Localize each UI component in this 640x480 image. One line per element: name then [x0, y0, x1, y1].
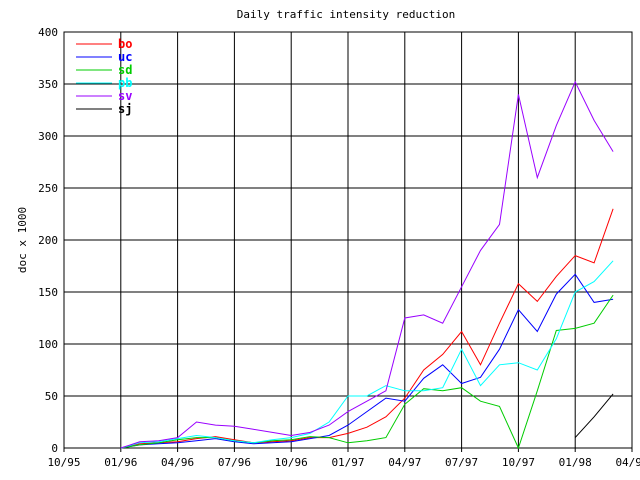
grid: [63, 31, 633, 452]
series-line-pb: [120, 260, 614, 449]
x-tick-label: 01/98: [559, 456, 592, 469]
y-tick-label: 50: [45, 390, 58, 403]
y-tick-label: 200: [38, 234, 58, 247]
chart-title: Daily traffic intensity reduction: [237, 8, 456, 21]
x-tick-label: 10/96: [275, 456, 308, 469]
legend-label-bo: bo: [118, 37, 132, 51]
x-tick-label: 10/95: [47, 456, 80, 469]
plot-frame: [63, 31, 633, 449]
y-tick-label: 400: [38, 26, 58, 39]
y-tick-label: 100: [38, 338, 58, 351]
legend-label-sd: sd: [118, 63, 132, 77]
legend-label-sv: sv: [118, 89, 132, 103]
series-line-sv: [120, 80, 614, 449]
y-axis-label: doc x 1000: [16, 207, 29, 273]
x-tick-label: 01/96: [104, 456, 137, 469]
series-layer: [120, 80, 614, 450]
y-tick-label: 150: [38, 286, 58, 299]
legend-label-uc: uc: [118, 50, 132, 64]
y-tick-label: 250: [38, 182, 58, 195]
y-tick-labels: 0 50 100 150 200 250 300 350 400: [38, 26, 58, 455]
x-tick-label: 10/97: [502, 456, 535, 469]
y-tick-label: 300: [38, 130, 58, 143]
legend-label-sj: sj: [118, 102, 132, 116]
x-tick-label: 01/97: [331, 456, 364, 469]
series-line-uc: [120, 273, 614, 449]
y-tick-label: 0: [51, 442, 58, 455]
x-tick-label: 04/98: [615, 456, 640, 469]
y-tick-label: 350: [38, 78, 58, 91]
x-tick-label: 04/96: [161, 456, 194, 469]
legend-label-pb: pb: [118, 76, 132, 90]
x-tick-label: 07/96: [218, 456, 251, 469]
series-line-sj: [574, 393, 614, 438]
x-tick-labels: 10/95 01/96 04/96 07/96 10/96 01/97 04/97 07/97…: [47, 456, 640, 469]
series-line-sd: [120, 294, 614, 450]
plot-area: [63, 31, 633, 449]
x-tick-label: 04/97: [388, 456, 421, 469]
x-tick-label: 07/97: [445, 456, 478, 469]
